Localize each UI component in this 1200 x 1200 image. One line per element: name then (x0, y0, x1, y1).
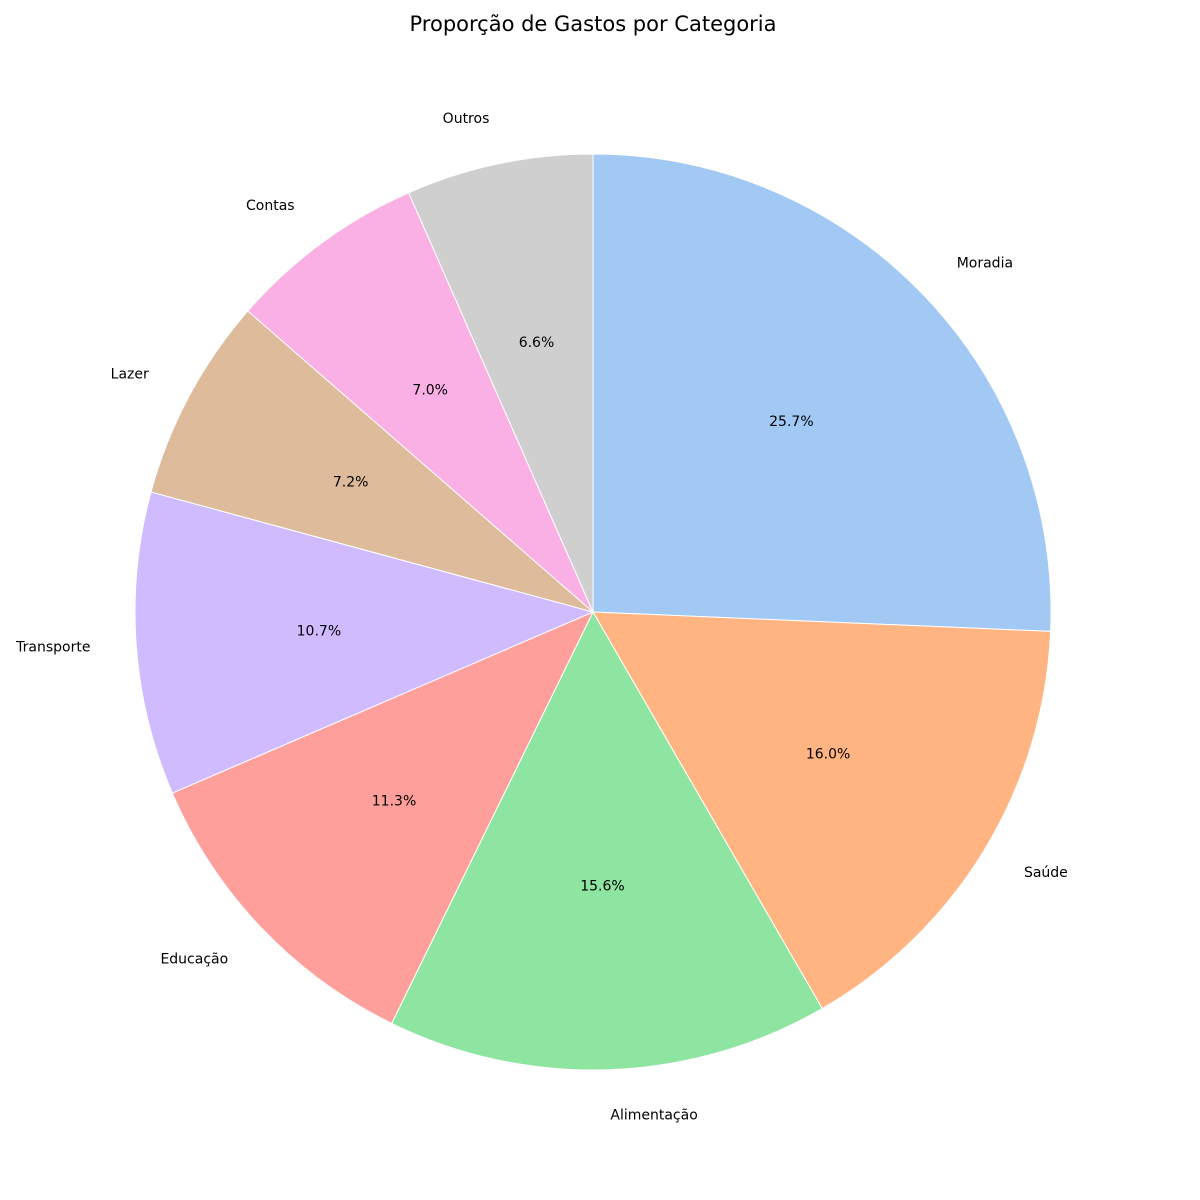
label-contas: Contas (246, 198, 295, 214)
label-educacao: Educação (160, 951, 228, 967)
pct-label-contas: 7.0% (412, 383, 448, 399)
pct-label-outros: 6.6% (519, 335, 555, 351)
slice-educacao (171, 611, 595, 1025)
slice-moradia (592, 153, 1052, 632)
label-alimentacao: Alimentação (610, 1107, 697, 1123)
label-lazer: Lazer (111, 366, 149, 382)
label-saude: Saúde (1024, 865, 1068, 881)
label-moradia: Moradia (957, 255, 1013, 271)
slice-contas (247, 192, 594, 613)
slice-lazer (150, 310, 594, 613)
chart-title: Proporção de Gastos por Categoria (410, 12, 777, 36)
pie-labels: Moradia 25.7% Saúde 16.0% Alimentação 15.6% Ed… (15, 111, 1068, 1124)
slice-alimentacao (391, 610, 823, 1071)
label-outros: Outros (443, 111, 490, 127)
label-transporte: Transporte (15, 640, 90, 656)
pct-label-moradia: 25.7% (769, 414, 813, 430)
pct-label-saude: 16.0% (806, 746, 850, 762)
pct-label-transporte: 10.7% (297, 623, 341, 639)
slice-outros (407, 153, 594, 613)
pct-label-educacao: 11.3% (372, 794, 416, 810)
slice-saude (592, 611, 1052, 1010)
slice-transporte (134, 491, 595, 794)
pie-slices (134, 153, 1052, 1071)
pct-label-lazer: 7.2% (333, 474, 369, 490)
pct-label-alimentacao: 15.6% (580, 879, 624, 895)
